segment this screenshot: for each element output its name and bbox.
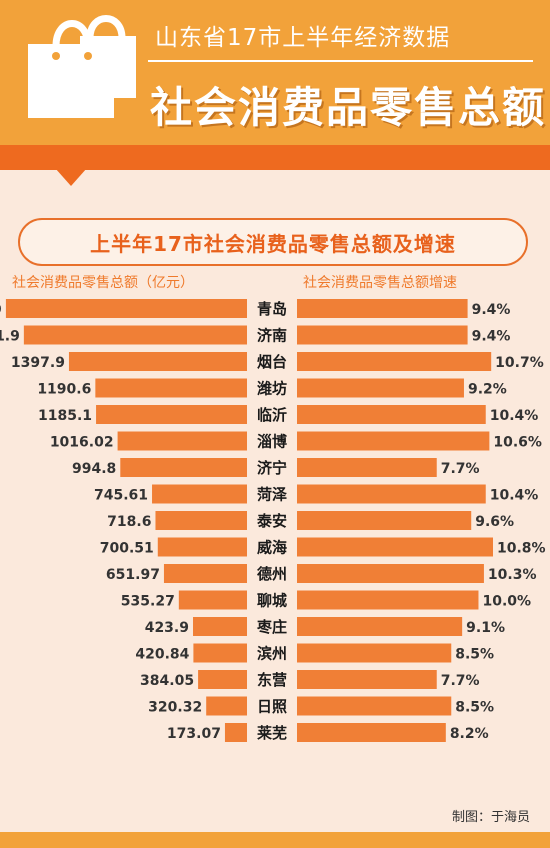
right-bar: [297, 325, 468, 345]
city-label: 威海: [257, 539, 287, 557]
right-value-label: 10.6%: [493, 435, 542, 451]
right-bar: [297, 590, 479, 610]
butterfly-bar-chart: 1892.9 青岛 9.4% 1751.9 济南 9.4% 1397.9 烟台 10.7% 119…: [0, 299, 546, 742]
city-label: 泰安: [256, 512, 287, 530]
left-value-label: 173.07: [167, 726, 221, 742]
left-value-label: 320.32: [148, 700, 202, 716]
city-label: 日照: [257, 698, 287, 716]
right-bar: [297, 511, 472, 530]
left-bar: [68, 352, 247, 371]
left-value-label: 718.6: [107, 514, 151, 530]
right-value-label: 9.1%: [466, 620, 505, 636]
header-banner: 山东省17市上半年经济数据 社会消费品零售总额: [0, 0, 550, 145]
right-bar: [297, 723, 446, 742]
left-value-label: 700.51: [100, 541, 154, 557]
left-bar: [96, 405, 247, 424]
left-bar: [120, 458, 247, 477]
right-bar: [297, 643, 452, 663]
left-bar: [178, 590, 247, 610]
right-bar: [297, 484, 486, 504]
left-bar: [23, 325, 247, 345]
right-bar: [297, 405, 486, 424]
left-value-label: 994.8: [72, 461, 116, 477]
left-value-label: 745.61: [94, 488, 148, 504]
left-value-label: 1397.9: [11, 355, 65, 371]
left-series-header: 社会消费品零售总额（亿元）: [12, 275, 194, 291]
left-value-label: 384.05: [140, 673, 194, 689]
credit-text: 制图：于海员: [451, 810, 530, 825]
right-value-label: 8.2%: [450, 726, 489, 742]
right-series-header: 社会消费品零售总额增速: [303, 275, 457, 291]
left-bar: [5, 299, 248, 318]
right-value-label: 9.4%: [472, 329, 511, 345]
left-bar: [117, 431, 248, 451]
city-label: 临沂: [257, 406, 287, 424]
city-label: 莱芜: [257, 724, 287, 742]
right-value-label: 10.4%: [490, 408, 539, 424]
left-bar: [193, 643, 247, 663]
city-label: 菏泽: [257, 486, 287, 504]
city-label: 淄博: [257, 433, 287, 451]
left-value-label: 1190.6: [37, 382, 91, 398]
left-bar: [206, 696, 247, 716]
left-bar: [193, 617, 247, 636]
right-value-label: 9.2%: [468, 382, 507, 398]
right-bar: [297, 378, 464, 398]
city-label: 烟台: [257, 353, 287, 371]
subtitle-box: 上半年17市社会消费品零售总额及增速: [18, 218, 528, 266]
city-label: 东营: [257, 671, 287, 689]
left-bar: [163, 564, 247, 583]
right-value-label: 7.7%: [441, 673, 480, 689]
header-supertitle: 山东省17市上半年经济数据: [155, 25, 451, 51]
city-label: 聊城: [257, 592, 287, 610]
right-bar: [297, 564, 484, 583]
city-label: 青岛: [257, 300, 287, 318]
left-bar: [152, 484, 247, 504]
city-label: 枣庄: [256, 618, 287, 636]
page-title: 社会消费品零售总额: [150, 83, 547, 132]
shopping-bag-icon: [28, 15, 136, 118]
right-value-label: 9.4%: [472, 302, 511, 318]
city-label: 滨州: [257, 645, 287, 663]
city-label: 潍坊: [257, 380, 287, 398]
right-value-label: 10.4%: [490, 488, 539, 504]
left-bar: [157, 537, 247, 557]
right-value-label: 7.7%: [441, 461, 480, 477]
city-label: 济南: [257, 327, 287, 345]
right-value-label: 10.8%: [497, 541, 546, 557]
left-value-label: 1185.1: [38, 408, 92, 424]
right-value-label: 10.3%: [488, 567, 537, 583]
right-bar: [297, 696, 452, 716]
right-bar: [297, 670, 437, 689]
city-label: 济宁: [257, 459, 287, 477]
left-bar: [155, 511, 247, 530]
left-bar: [198, 670, 247, 689]
header-divider: [148, 60, 533, 62]
right-value-label: 8.5%: [455, 647, 494, 663]
right-bar: [297, 299, 468, 318]
right-bar: [297, 431, 490, 451]
right-value-label: 10.0%: [482, 594, 531, 610]
right-value-label: 8.5%: [455, 700, 494, 716]
chart-subtitle: 上半年17市社会消费品零售总额及增速: [90, 231, 456, 256]
left-value-label: 423.9: [145, 620, 189, 636]
right-bar: [297, 617, 463, 636]
left-value-label: 1016.02: [50, 435, 114, 451]
city-label: 德州: [257, 565, 287, 583]
left-value-label: 1751.9: [0, 329, 20, 345]
left-bar: [95, 378, 247, 398]
right-value-label: 9.6%: [475, 514, 514, 530]
right-bar: [297, 352, 492, 371]
header-strip: [0, 145, 550, 170]
left-value-label: 651.97: [106, 567, 160, 583]
left-value-label: 535.27: [121, 594, 175, 610]
right-value-label: 10.7%: [495, 355, 544, 371]
pointer-triangle: [55, 168, 87, 186]
right-bar: [297, 458, 437, 477]
footer-band: [0, 832, 550, 848]
left-value-label: 1892.9: [0, 302, 2, 318]
right-bar: [297, 537, 493, 557]
left-value-label: 420.84: [135, 647, 189, 663]
left-bar: [224, 723, 247, 742]
